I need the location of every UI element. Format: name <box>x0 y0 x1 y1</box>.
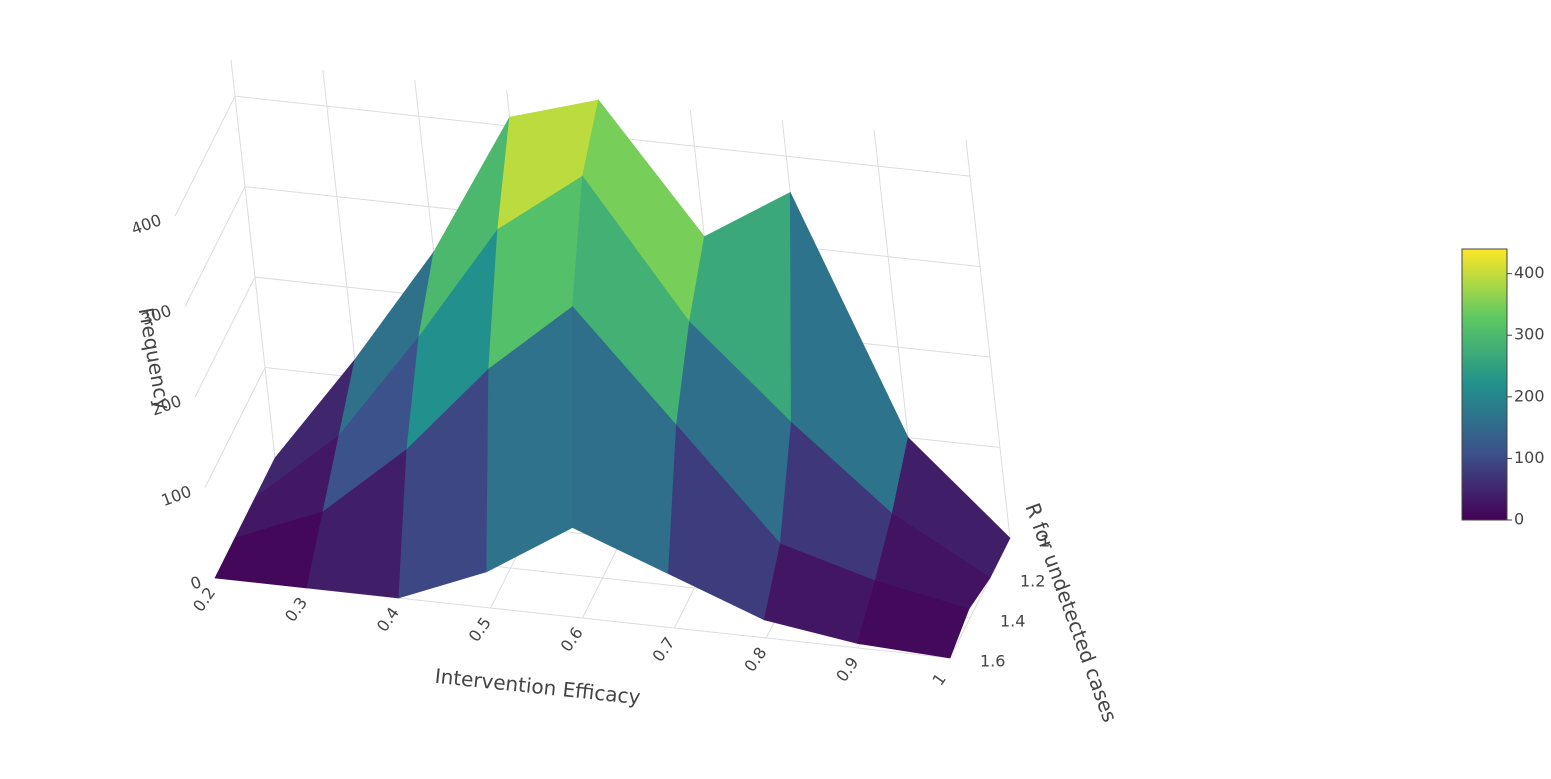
colorbar <box>1461 248 1508 521</box>
x-tick-label: 0.6 <box>557 624 587 656</box>
scene: 0.2 0.3 0.4 0.5 0.6 0.7 0.8 0.9 111.21.41.601002… <box>129 59 1123 725</box>
z-grid-line <box>174 95 971 217</box>
y-tick-label: 1.2 <box>1020 572 1045 591</box>
colorbar-tick-label: 400 <box>1514 263 1545 282</box>
z-tick-label: 100 <box>159 482 194 510</box>
colorbar-tick-label: 300 <box>1514 325 1545 344</box>
surface-patch <box>857 580 970 659</box>
colorbar-tick-label: 100 <box>1514 448 1545 467</box>
z-tick-label: 0 <box>188 572 204 593</box>
x-tick-label: 1 <box>928 670 949 689</box>
colorbar-axis: 0 100 200 300 400 <box>1507 263 1545 529</box>
x-tick-label: 0.5 <box>465 614 495 646</box>
y-tick-label: 1.6 <box>980 652 1005 671</box>
x-tick-label: 0.7 <box>648 634 678 666</box>
z-axis-title: Frequency <box>134 306 176 412</box>
x-tick-label: 0.3 <box>281 594 311 626</box>
x-axis-title: Intervention Efficacy <box>434 664 642 709</box>
x-tick-label: 0.8 <box>740 644 770 676</box>
z-tick-label: 400 <box>129 210 164 238</box>
x-tick-label: 0.9 <box>832 654 862 686</box>
x-tick-label: 0.4 <box>373 604 403 636</box>
colorbar-tick-label: 0 <box>1514 510 1524 529</box>
y-axis-title: R for undetected cases <box>1021 500 1123 725</box>
y-tick-label: 1 <box>1040 532 1050 551</box>
colorbar-tick-label: 200 <box>1514 386 1545 405</box>
y-tick-label: 1.4 <box>1000 612 1025 631</box>
